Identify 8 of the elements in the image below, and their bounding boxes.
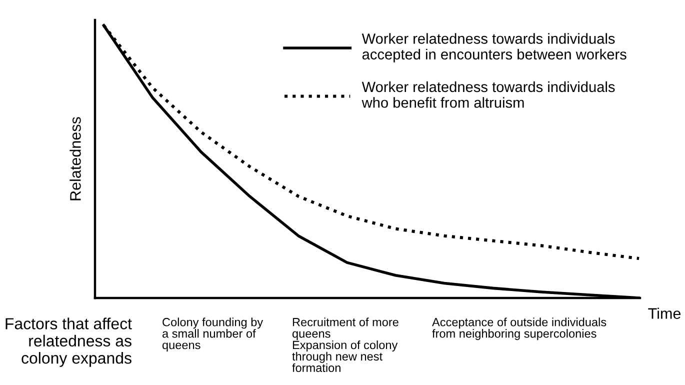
legend-label: Worker relatedness towards individuals accepted in encounters between workers xyxy=(362,33,626,62)
y-axis-title: Relatedness xyxy=(70,117,81,200)
text: Acceptance of outside individuals from neighboring supercolonies xyxy=(432,318,606,340)
legend-label: Worker relatedness towards individuals who benefit from altruism xyxy=(362,81,615,108)
x-axis-title: Time xyxy=(648,308,681,319)
text: Recruitment of more queens Expansion of colony through new nest formation xyxy=(292,318,398,372)
text: Colony founding by a small number of queens xyxy=(162,318,264,352)
text: Factors that affect relatedness as colony expands xyxy=(6,318,132,367)
